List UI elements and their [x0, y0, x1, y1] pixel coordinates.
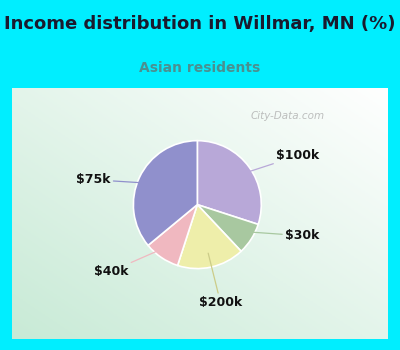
Text: $30k: $30k — [239, 229, 319, 242]
Wedge shape — [133, 141, 197, 245]
Text: City-Data.com: City-Data.com — [250, 111, 324, 121]
Wedge shape — [148, 205, 197, 265]
Text: Income distribution in Willmar, MN (%): Income distribution in Willmar, MN (%) — [4, 15, 396, 34]
Text: $100k: $100k — [238, 149, 319, 175]
Wedge shape — [178, 205, 241, 268]
Wedge shape — [197, 141, 261, 224]
Text: $75k: $75k — [76, 173, 152, 186]
Text: Asian residents: Asian residents — [139, 61, 261, 75]
Wedge shape — [197, 205, 258, 251]
Text: $200k: $200k — [199, 253, 242, 309]
Text: $40k: $40k — [94, 246, 169, 278]
